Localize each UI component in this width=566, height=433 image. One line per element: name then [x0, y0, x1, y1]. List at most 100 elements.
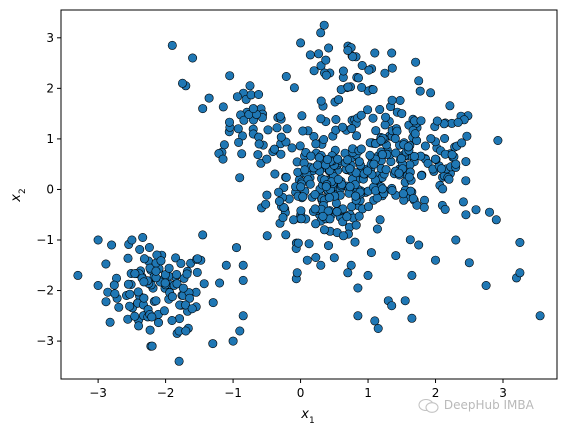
scatter-point — [134, 321, 144, 331]
scatter-point — [154, 318, 164, 328]
scatter-point — [338, 122, 348, 132]
scatter-point — [392, 126, 402, 136]
scatter-point — [387, 95, 397, 105]
x-tick-label: 1 — [364, 386, 372, 400]
scatter-point — [440, 204, 450, 214]
scatter-point — [133, 287, 143, 297]
scatter-point — [245, 81, 255, 91]
scatter-point — [351, 220, 361, 230]
scatter-point — [322, 155, 332, 165]
scatter-point — [391, 148, 401, 158]
scatter-point — [394, 168, 404, 178]
scatter-point — [409, 151, 419, 161]
scatter-point — [105, 317, 115, 327]
scatter-point — [414, 240, 424, 250]
scatter-point — [373, 323, 383, 333]
scatter-point — [298, 192, 308, 202]
scatter-point — [347, 202, 357, 212]
scatter-point — [135, 245, 145, 255]
scatter-point — [311, 219, 321, 229]
wechat-logo-icon — [418, 398, 439, 413]
scatter-point — [151, 266, 161, 276]
scatter-point — [444, 174, 454, 184]
scatter-point — [151, 296, 161, 306]
scatter-point — [398, 189, 408, 199]
scatter-point — [109, 280, 119, 290]
scatter-point — [172, 279, 182, 289]
scatter-point — [306, 151, 316, 161]
scatter-point — [147, 312, 157, 322]
scatter-point — [174, 356, 184, 366]
scatter-point — [279, 203, 289, 213]
scatter-point — [276, 132, 286, 142]
scatter-point — [175, 314, 185, 324]
scatter-point — [323, 241, 333, 251]
scatter-point — [380, 68, 390, 78]
x-axis-label: x1 — [300, 407, 314, 426]
scatter-point — [430, 154, 440, 164]
scatter-point — [342, 212, 352, 222]
scatter-point — [403, 142, 413, 152]
scatter-point — [457, 138, 467, 148]
scatter-point — [356, 110, 366, 120]
scatter-point — [167, 292, 177, 302]
scatter-point — [171, 253, 181, 263]
scatter-point — [426, 134, 436, 144]
scatter-point — [387, 301, 397, 311]
scatter-point — [93, 235, 103, 245]
scatter-point — [215, 278, 225, 288]
scatter-point — [93, 280, 103, 290]
scatter-point — [282, 124, 292, 134]
scatter-point — [372, 193, 382, 203]
scatter-point — [348, 52, 358, 62]
scatter-point — [289, 83, 299, 93]
scatter-point — [357, 60, 367, 70]
scatter-point — [304, 239, 314, 249]
scatter-point — [445, 101, 455, 111]
scatter-point — [345, 164, 355, 174]
scatter-point — [319, 20, 329, 30]
scatter-point — [451, 235, 461, 245]
scatter-point — [377, 150, 387, 160]
scatter-point — [125, 289, 135, 299]
scatter-point — [324, 43, 334, 53]
y-tick-label: −1 — [36, 233, 54, 247]
scatter-point — [420, 141, 430, 151]
scatter-point — [281, 72, 291, 82]
scatter-point — [414, 76, 424, 86]
scatter-point — [397, 109, 407, 119]
scatter-point — [353, 311, 363, 321]
scatter-point — [127, 235, 137, 245]
scatter-point — [316, 61, 326, 71]
x-tick-label: 2 — [432, 386, 440, 400]
scatter-point — [380, 120, 390, 130]
scatter-point — [390, 134, 400, 144]
scatter-point — [232, 92, 242, 102]
scatter-point — [305, 179, 315, 189]
scatter-point — [416, 116, 426, 126]
scatter-point — [352, 131, 362, 141]
scatter-point — [332, 207, 342, 217]
scatter-point — [351, 191, 361, 201]
scatter-point — [313, 160, 323, 170]
scatter-point — [365, 150, 375, 160]
scatter-point — [159, 306, 169, 316]
scatter-point — [274, 187, 284, 197]
scatter-point — [343, 155, 353, 165]
scatter-point — [372, 224, 382, 234]
scatter-point — [254, 90, 264, 100]
scatter-point — [370, 316, 380, 326]
scatter-point — [310, 190, 320, 200]
scatter-point — [193, 254, 203, 264]
y-tick-label: 0 — [46, 182, 54, 196]
scatter-point — [198, 104, 208, 114]
scatter-point — [387, 186, 397, 196]
y-tick-label: 2 — [46, 81, 54, 95]
scatter-point — [387, 63, 397, 73]
scatter-point — [167, 315, 177, 325]
scatter-point — [316, 28, 326, 38]
scatter-point — [275, 111, 285, 121]
scatter-point — [204, 93, 214, 103]
scatter-point — [363, 105, 373, 115]
